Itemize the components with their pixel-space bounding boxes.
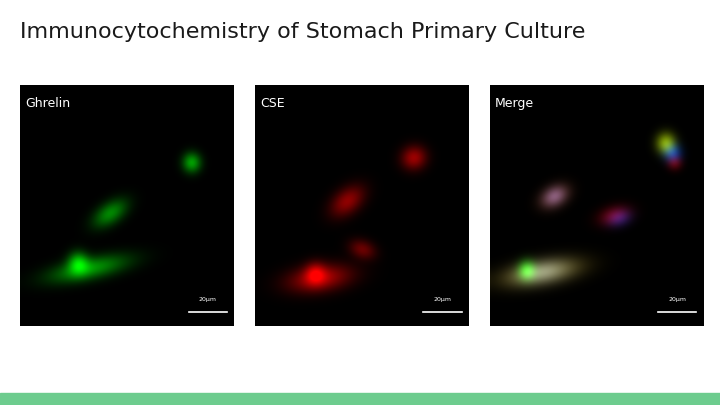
Text: 20μm: 20μm	[433, 297, 451, 302]
Text: 20μm: 20μm	[199, 297, 217, 302]
Text: Merge: Merge	[495, 97, 534, 110]
Text: CSE: CSE	[260, 97, 285, 110]
Text: Immunocytochemistry of Stomach Primary Culture: Immunocytochemistry of Stomach Primary C…	[20, 22, 585, 42]
Text: 20μm: 20μm	[668, 297, 686, 302]
Text: Ghrelin: Ghrelin	[25, 97, 71, 110]
Bar	[0, 393, 720, 405]
